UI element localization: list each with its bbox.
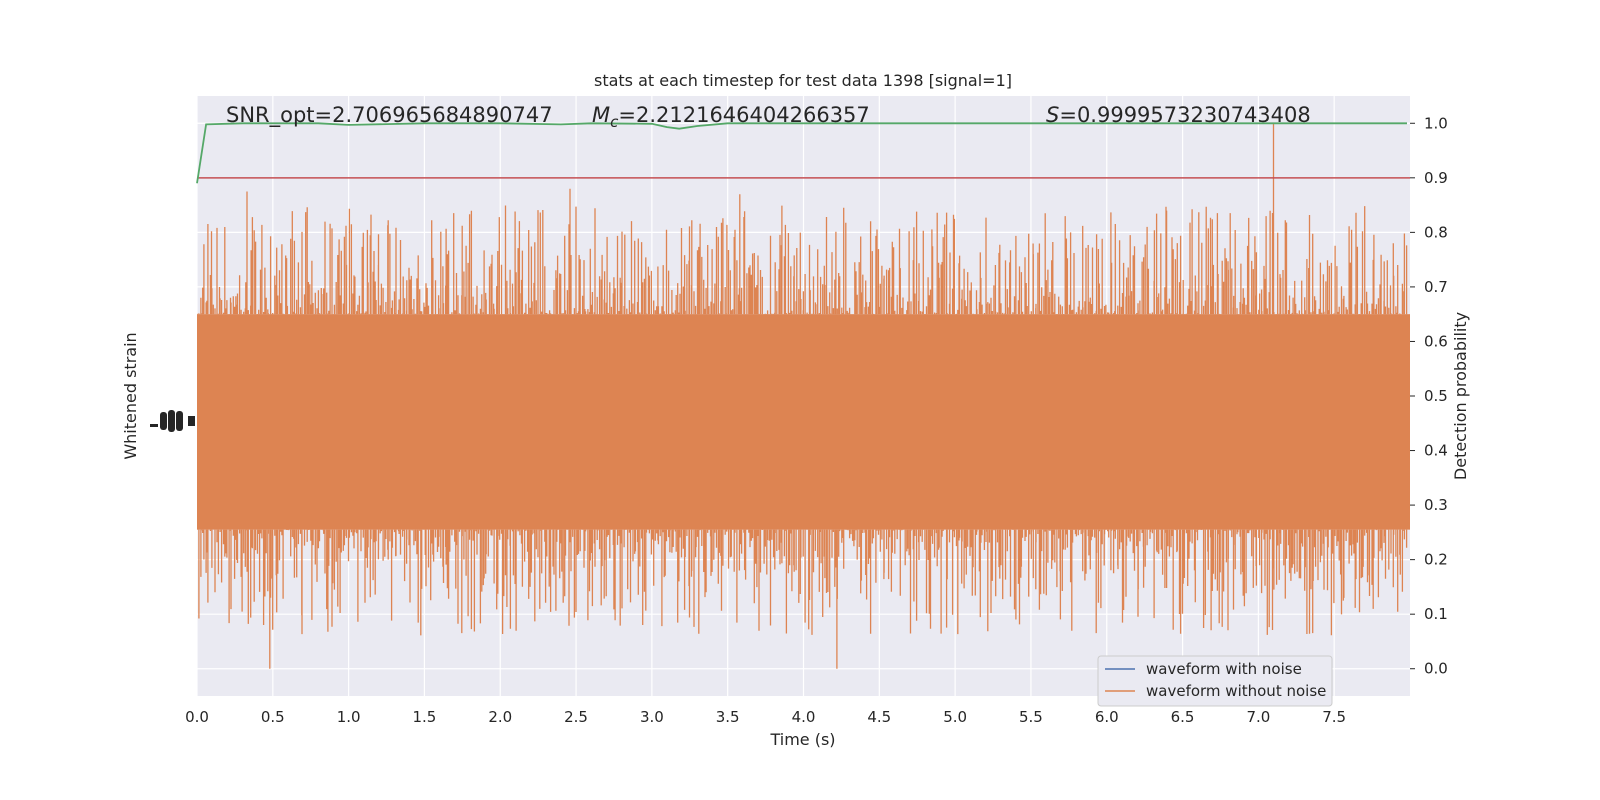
y-tick-label: 0.9 <box>1424 169 1448 187</box>
legend-label-with-noise: waveform with noise <box>1146 660 1302 678</box>
x-tick-label: 3.5 <box>716 708 740 726</box>
y-tick-label: 0.5 <box>1424 387 1448 405</box>
x-tick-label: 4.0 <box>792 708 816 726</box>
y-tick-label: 1.0 <box>1424 114 1448 132</box>
x-tick-label: 7.0 <box>1246 708 1270 726</box>
chirp-mass-value: =2.2121646404266357 <box>618 103 869 127</box>
x-tick-label: 0.5 <box>261 708 285 726</box>
x-tick-label: 0.0 <box>185 708 209 726</box>
y-axis-label-left: Whitened strain <box>121 332 140 459</box>
x-tick-label: 2.0 <box>488 708 512 726</box>
x-tick-label: 1.0 <box>337 708 361 726</box>
score-symbol: S <box>1046 103 1059 127</box>
chirp-mass-subscript: c <box>610 113 619 131</box>
score-value: =0.9999573230743408 <box>1059 103 1310 127</box>
legend: waveform with noise waveform without noi… <box>1097 655 1333 707</box>
detection-probability-line <box>196 122 1407 184</box>
score-annotation: S=0.9999573230743408 <box>1046 103 1311 127</box>
y-tick-label: 0.4 <box>1424 442 1448 460</box>
legend-label-without-noise: waveform without noise <box>1146 682 1326 700</box>
left-axis-ticks-artifact <box>150 410 195 432</box>
x-tick-label: 4.5 <box>867 708 891 726</box>
x-tick-label: 6.5 <box>1171 708 1195 726</box>
x-tick-label: 7.5 <box>1322 708 1346 726</box>
strain-dense-band <box>197 314 1410 530</box>
strain-series <box>197 123 1410 669</box>
y-axis-label-right: Detection probability <box>1451 312 1470 480</box>
x-tick-label: 1.5 <box>413 708 437 726</box>
chirp-mass-annotation: Mc=2.2121646404266357 <box>592 103 870 131</box>
y-tick-label: 0.8 <box>1424 223 1448 241</box>
y-tick-label: 0.0 <box>1424 660 1448 678</box>
y-tick-label: 0.2 <box>1424 551 1448 569</box>
strain-line-without-noise <box>197 123 1408 669</box>
y-tick-labels-right: 0.0 0.1 0.2 0.3 0.4 0.5 0.6 0.7 0.8 0.9 1.0 <box>1410 114 1448 678</box>
x-tick-label: 5.5 <box>1019 708 1043 726</box>
x-tick-label: 5.0 <box>943 708 967 726</box>
y-tick-label: 0.3 <box>1424 496 1448 514</box>
chirp-mass-symbol: M <box>592 103 610 127</box>
x-tick-label: 2.5 <box>564 708 588 726</box>
x-axis-label: Time (s) <box>769 730 835 749</box>
chart-title: stats at each timestep for test data 139… <box>594 71 1012 90</box>
y-tick-label: 0.7 <box>1424 278 1448 296</box>
snr-annotation: SNR_opt=2.706965684890747 <box>226 103 553 128</box>
legend-box <box>1097 655 1333 707</box>
y-tick-label: 0.6 <box>1424 332 1448 350</box>
y-tick-label: 0.1 <box>1424 605 1448 623</box>
x-tick-labels: 0.0 0.5 1.0 1.5 2.0 2.5 3.0 3.5 4.0 4.5 5.0 5.5 6.0 6… <box>185 708 1346 726</box>
x-tick-label: 6.0 <box>1095 708 1119 726</box>
x-tick-label: 3.0 <box>640 708 664 726</box>
